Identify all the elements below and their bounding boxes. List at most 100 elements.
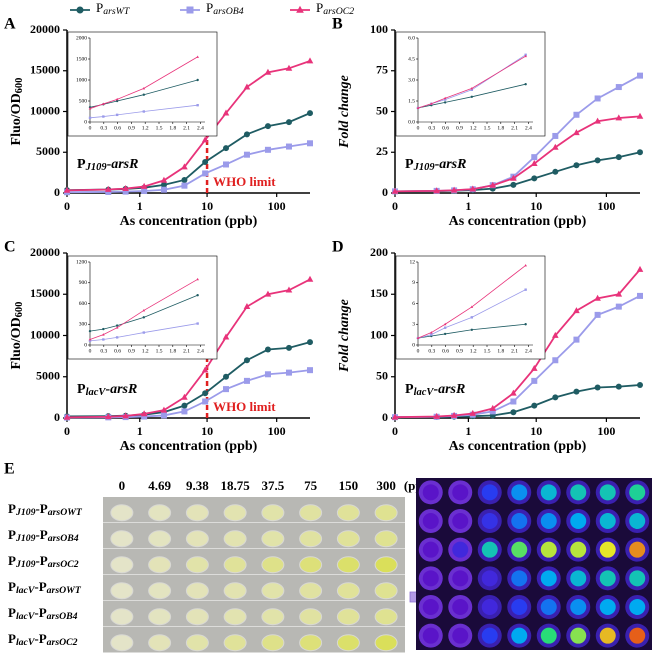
- y-axis-label: Fold change: [337, 299, 352, 373]
- x-axis-label: As concentration (ppb): [120, 214, 258, 229]
- heat-core: [599, 541, 616, 558]
- heat-core: [452, 484, 469, 501]
- photo-row: [103, 627, 405, 653]
- well: [223, 504, 247, 522]
- y-tick-label: 900: [79, 280, 88, 286]
- x-tick-label: 0.6: [114, 348, 121, 354]
- marker: [552, 357, 559, 364]
- marker: [243, 357, 250, 364]
- marker: [469, 185, 477, 192]
- y-tick-label: 6: [412, 301, 415, 307]
- marker: [552, 143, 559, 150]
- y-tick-label: 9: [412, 280, 415, 286]
- marker: [122, 184, 129, 191]
- heat-core: [629, 484, 646, 501]
- heat-core: [452, 599, 469, 615]
- marker: [573, 336, 580, 343]
- x-tick-label: 1.2: [142, 125, 149, 131]
- marker: [510, 174, 517, 181]
- x-tick-label: 1: [137, 199, 143, 213]
- x-tick-label: 2.4: [197, 348, 204, 354]
- row-label: PlacV-ParsOWT: [8, 579, 82, 596]
- marker: [202, 398, 209, 405]
- marker: [264, 290, 272, 297]
- marker: [531, 377, 538, 384]
- legend-label: ParsOC2: [316, 0, 354, 17]
- marker: [102, 115, 105, 118]
- marker: [142, 110, 146, 113]
- well: [374, 582, 398, 600]
- marker: [141, 187, 148, 194]
- heat-core: [629, 627, 646, 644]
- heat-core: [599, 484, 616, 501]
- marker: [636, 265, 644, 272]
- heat-core: [540, 570, 557, 587]
- marker: [615, 154, 622, 161]
- x-tick-label: 1.5: [484, 125, 491, 131]
- marker: [430, 102, 433, 105]
- inset-frame: [67, 255, 218, 360]
- series-line: [66, 278, 311, 419]
- marker: [469, 409, 477, 416]
- heat-core: [629, 513, 646, 529]
- x-tick-label: 1.8: [497, 125, 504, 131]
- marker: [531, 175, 538, 182]
- marker: [594, 294, 601, 301]
- y-tick-label: 75: [376, 63, 388, 77]
- y-tick-label: 20000: [30, 245, 60, 259]
- marker: [416, 106, 420, 109]
- x-tick-label: 1: [465, 199, 471, 213]
- heat-core: [629, 599, 646, 615]
- marker: [470, 95, 474, 99]
- photo-row: [103, 549, 405, 575]
- marker: [615, 383, 622, 390]
- legend-label: ParsOB4: [206, 0, 244, 17]
- marker: [88, 329, 92, 333]
- marker: [489, 181, 497, 188]
- x-tick-label: 0: [64, 424, 70, 438]
- marker: [573, 388, 580, 395]
- well: [185, 582, 209, 600]
- marker: [115, 97, 119, 101]
- marker: [306, 275, 314, 282]
- row-label: PlacV-ParsOC2: [8, 631, 78, 648]
- panel-label: A: [4, 16, 16, 33]
- x-tick-label: 2.4: [525, 348, 532, 354]
- heat-core: [629, 541, 646, 558]
- well: [110, 608, 134, 626]
- well: [148, 504, 172, 522]
- marker: [201, 136, 209, 143]
- x-tick-label: 1: [137, 424, 143, 438]
- well: [374, 634, 398, 652]
- marker: [524, 264, 527, 267]
- well: [110, 504, 134, 522]
- heat-core: [452, 513, 469, 529]
- y-tick-label: 3.0: [408, 77, 415, 83]
- threshold-label: WHO limit: [213, 174, 276, 189]
- y-axis-label: Fluo/OD600: [9, 302, 25, 370]
- marker: [430, 331, 433, 334]
- marker: [142, 93, 146, 96]
- x-tick-label: 0.6: [114, 125, 121, 131]
- marker: [181, 176, 188, 183]
- well: [148, 634, 172, 652]
- marker: [524, 288, 527, 291]
- marker: [530, 364, 538, 371]
- marker: [636, 112, 644, 119]
- column-label: 300: [376, 478, 396, 493]
- column-label: 4.69: [148, 478, 171, 493]
- x-tick-label: 100: [597, 199, 615, 213]
- heat-core: [511, 599, 528, 615]
- marker: [530, 160, 538, 167]
- x-axis-label: As concentration (ppb): [449, 214, 587, 229]
- heat-core: [511, 570, 528, 587]
- y-tick-label: 25: [376, 144, 388, 158]
- x-tick-label: 100: [597, 424, 615, 438]
- x-tick-label: 0: [89, 348, 92, 354]
- marker: [115, 326, 119, 329]
- annotation: PJ109-arsR: [405, 157, 466, 173]
- marker: [573, 307, 580, 314]
- marker: [489, 404, 497, 411]
- x-axis-label: As concentration (ppb): [120, 439, 258, 454]
